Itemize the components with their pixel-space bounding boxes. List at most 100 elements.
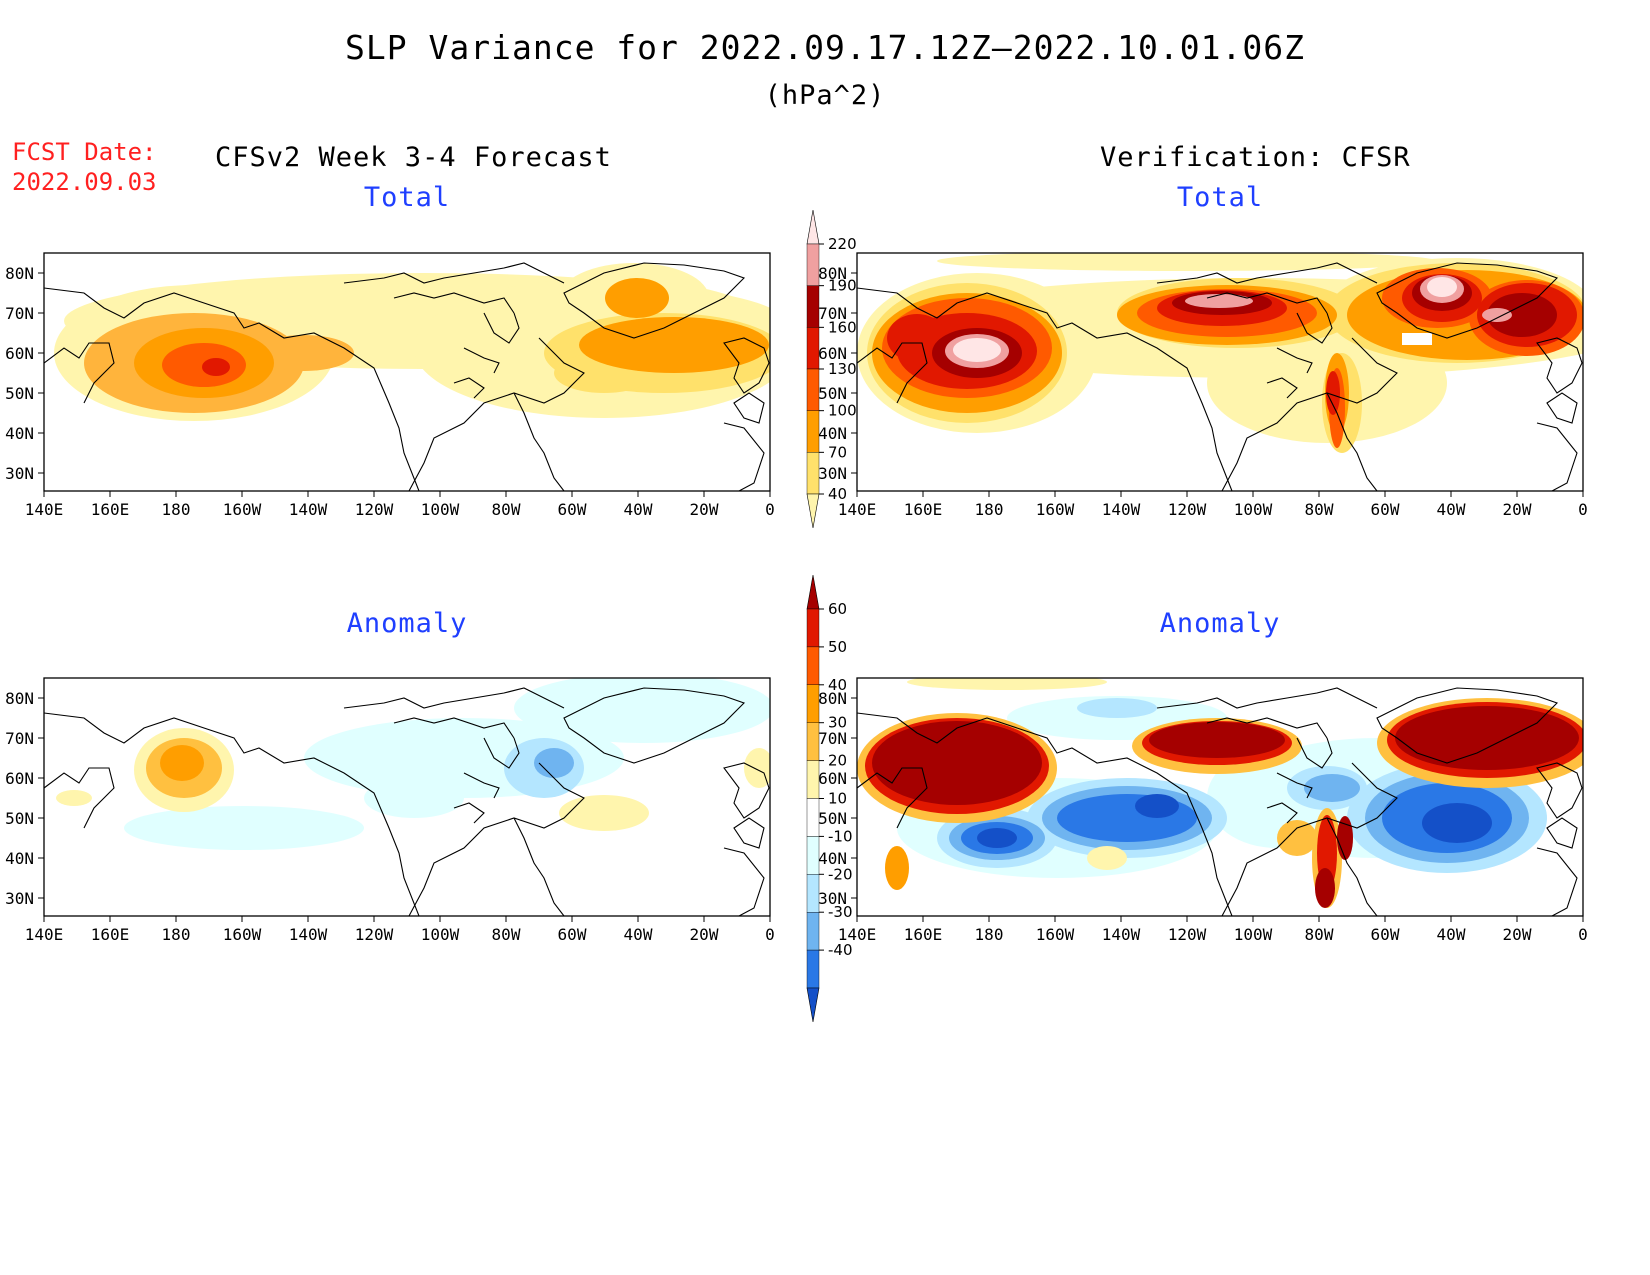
lon-label: 120W <box>1168 500 1207 519</box>
lon-label: 0 <box>1578 925 1588 944</box>
lat-label: 40N <box>5 849 34 868</box>
colorbar-segment <box>806 608 820 648</box>
lon-label: 60W <box>1371 500 1400 519</box>
colorbar-label: 30 <box>828 714 847 732</box>
map-axes: 80N 70N 60N 50N 40N 30N 140E 160E 180 160W 140W 120… <box>5 264 1588 944</box>
verification-anomaly-title: Anomaly <box>1159 608 1281 639</box>
colorbar-label: 130 <box>828 360 857 378</box>
lat-label: 40N <box>818 849 847 868</box>
lat-label: 70N <box>5 304 34 323</box>
lon-label: 160E <box>91 500 130 519</box>
lon-label: 40W <box>624 925 653 944</box>
forecast-column-header: CFSv2 Week 3-4 Forecast <box>215 142 612 173</box>
verification-total-title: Total <box>1176 182 1264 213</box>
colorbar-label: 60 <box>828 600 847 618</box>
lon-label: 40W <box>624 500 653 519</box>
lat-label: 60N <box>5 769 34 788</box>
lat-label: 30N <box>818 464 847 483</box>
lon-label: 160E <box>904 925 943 944</box>
lon-label: 20W <box>1503 500 1532 519</box>
lon-label: 180 <box>162 925 191 944</box>
lat-label: 30N <box>5 464 34 483</box>
lon-label: 140E <box>838 500 877 519</box>
colorbar-segment <box>806 722 820 761</box>
lat-label: 40N <box>818 424 847 443</box>
lon-label: 140W <box>1102 925 1141 944</box>
main-title: SLP Variance for 2022.09.17.12Z—2022.10.… <box>345 28 1305 67</box>
lon-label: 80W <box>1305 925 1334 944</box>
lat-label: 50N <box>5 809 34 828</box>
lat-label: 80N <box>818 689 847 708</box>
lon-label: 20W <box>690 925 719 944</box>
colorbar-label: -10 <box>828 827 853 845</box>
anomaly-colorbar: 60 50 40 30 20 10 -10 -20 -30 -40 <box>806 574 853 1023</box>
fcst-date-value: 2022.09.03 <box>12 168 157 196</box>
lon-label: 180 <box>975 925 1004 944</box>
colorbar-segment <box>806 874 820 913</box>
lon-label: 0 <box>1578 500 1588 519</box>
colorbar-label: 50 <box>828 638 847 656</box>
lon-label: 60W <box>558 500 587 519</box>
verification-column-header: Verification: CFSR <box>1100 142 1411 173</box>
lon-label: 60W <box>558 925 587 944</box>
lon-label: 160W <box>1036 925 1075 944</box>
colorbar-label: 40 <box>828 485 847 503</box>
colorbar-label: -30 <box>828 903 853 921</box>
lon-label: 40W <box>1437 925 1466 944</box>
lon-label: 120W <box>355 925 394 944</box>
colorbar-label: 20 <box>828 752 847 770</box>
lon-label: 160W <box>1036 500 1075 519</box>
colorbar-segment <box>806 452 820 495</box>
lon-label: 0 <box>765 925 775 944</box>
lat-label: 70N <box>818 304 847 323</box>
lat-label: 60N <box>5 344 34 363</box>
lon-label: 160W <box>223 500 262 519</box>
lon-label: 20W <box>1503 925 1532 944</box>
colorbar-segment <box>806 798 820 837</box>
lon-label: 60W <box>1371 925 1400 944</box>
forecast-anomaly-map <box>43 677 771 917</box>
lon-label: 120W <box>1168 925 1207 944</box>
lat-label: 80N <box>818 264 847 283</box>
colorbar-label: -20 <box>828 865 853 883</box>
units-label: (hPa^2) <box>764 80 886 111</box>
forecast-anomaly-title: Anomaly <box>346 608 468 639</box>
forecast-total-title: Total <box>363 182 451 213</box>
lon-label: 40W <box>1437 500 1466 519</box>
colorbar-segment <box>806 760 820 799</box>
lon-label: 140E <box>25 925 64 944</box>
colorbar-segment <box>806 646 820 686</box>
verification-total-map <box>856 252 1584 492</box>
colorbar-segment <box>806 410 820 453</box>
total-colorbar: 220 190 160 130 100 70 40 <box>806 209 857 529</box>
lat-label: 40N <box>5 424 34 443</box>
lat-label: 30N <box>5 889 34 908</box>
lon-label: 100W <box>1234 500 1273 519</box>
lat-label: 70N <box>5 729 34 748</box>
lon-label: 160E <box>91 925 130 944</box>
colorbar-label: -40 <box>828 941 853 959</box>
lat-label: 50N <box>5 384 34 403</box>
colorbar-segment <box>806 684 820 723</box>
lat-label: 80N <box>5 264 34 283</box>
lon-label: 140E <box>25 500 64 519</box>
colorbar-segment <box>806 912 820 951</box>
lon-label: 80W <box>1305 500 1334 519</box>
fcst-date-label: FCST Date: <box>12 138 157 166</box>
lon-label: 120W <box>355 500 394 519</box>
lon-label: 100W <box>421 500 460 519</box>
lat-label: 50N <box>818 384 847 403</box>
verification-anomaly-map <box>856 677 1584 917</box>
lon-label: 140E <box>838 925 877 944</box>
lon-label: 160E <box>904 500 943 519</box>
colorbar-bottom-arrow <box>806 493 820 529</box>
colorbar-top-arrow <box>806 209 820 245</box>
colorbar-label: 190 <box>828 277 857 295</box>
colorbar-bottom-arrow <box>806 987 820 1023</box>
lat-label: 60N <box>818 769 847 788</box>
colorbar-segment <box>806 327 820 370</box>
lon-label: 140W <box>1102 500 1141 519</box>
colorbar-segment <box>806 368 820 411</box>
colorbar-segment <box>806 243 820 286</box>
